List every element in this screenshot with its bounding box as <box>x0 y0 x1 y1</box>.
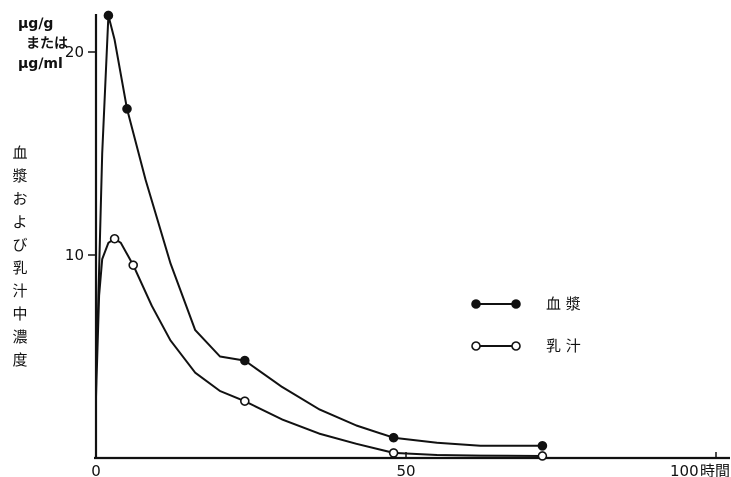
y-unit-line-3: μg/ml <box>18 56 63 72</box>
y-axis-label-char: 度 <box>12 351 27 369</box>
x-tick-label-50: 50 <box>396 462 415 477</box>
y-axis-label-char: 中 <box>12 305 27 323</box>
x-axis-label: 時間 <box>700 462 730 477</box>
y-ticks: 10 20 <box>65 43 96 264</box>
y-axis-label-char: 乳 <box>12 259 27 277</box>
y-axis-label-char: 血 <box>12 144 27 162</box>
y-axis-label-char: お <box>12 190 27 208</box>
series-2-point <box>109 233 120 244</box>
series-1-point <box>103 10 114 21</box>
series-2-point <box>537 451 548 461</box>
y-axis-label-char: 汁 <box>12 282 27 300</box>
x-ticks: 0 50 100 時間 <box>91 452 730 477</box>
y-unit-line-2: または <box>26 36 68 52</box>
legend-marker-2 <box>511 341 521 351</box>
series-2-point <box>388 448 399 458</box>
y-tick-label-10: 10 <box>65 246 84 264</box>
series-1-point <box>388 432 399 443</box>
series-1-point <box>122 104 132 114</box>
legend-label-2: 乳 汁 <box>546 337 581 355</box>
legend-marker-2 <box>471 341 481 351</box>
series-1-point <box>240 355 250 366</box>
y-axis-label-char: 漿 <box>12 167 27 185</box>
series-2-point <box>240 396 250 406</box>
x-tick-label-0: 0 <box>91 462 101 477</box>
series-layer <box>95 10 548 461</box>
x-tick-label-100: 100 <box>670 462 699 477</box>
series-line-1 <box>95 14 543 447</box>
legend-marker-1 <box>471 299 481 309</box>
y-axis-label-char: び <box>12 236 27 254</box>
legend-marker-1 <box>511 299 521 309</box>
y-unit-line-1: μg/g <box>18 16 53 32</box>
y-axis-label-char: 濃 <box>12 328 27 346</box>
series-1-point <box>537 441 548 451</box>
y-axis-label-char: よ <box>12 213 27 231</box>
legend-label-1: 血 漿 <box>546 295 581 313</box>
legend: 血 漿乳 汁 <box>471 295 581 355</box>
series-2-point <box>128 260 138 270</box>
y-tick-label-20: 20 <box>65 43 84 61</box>
